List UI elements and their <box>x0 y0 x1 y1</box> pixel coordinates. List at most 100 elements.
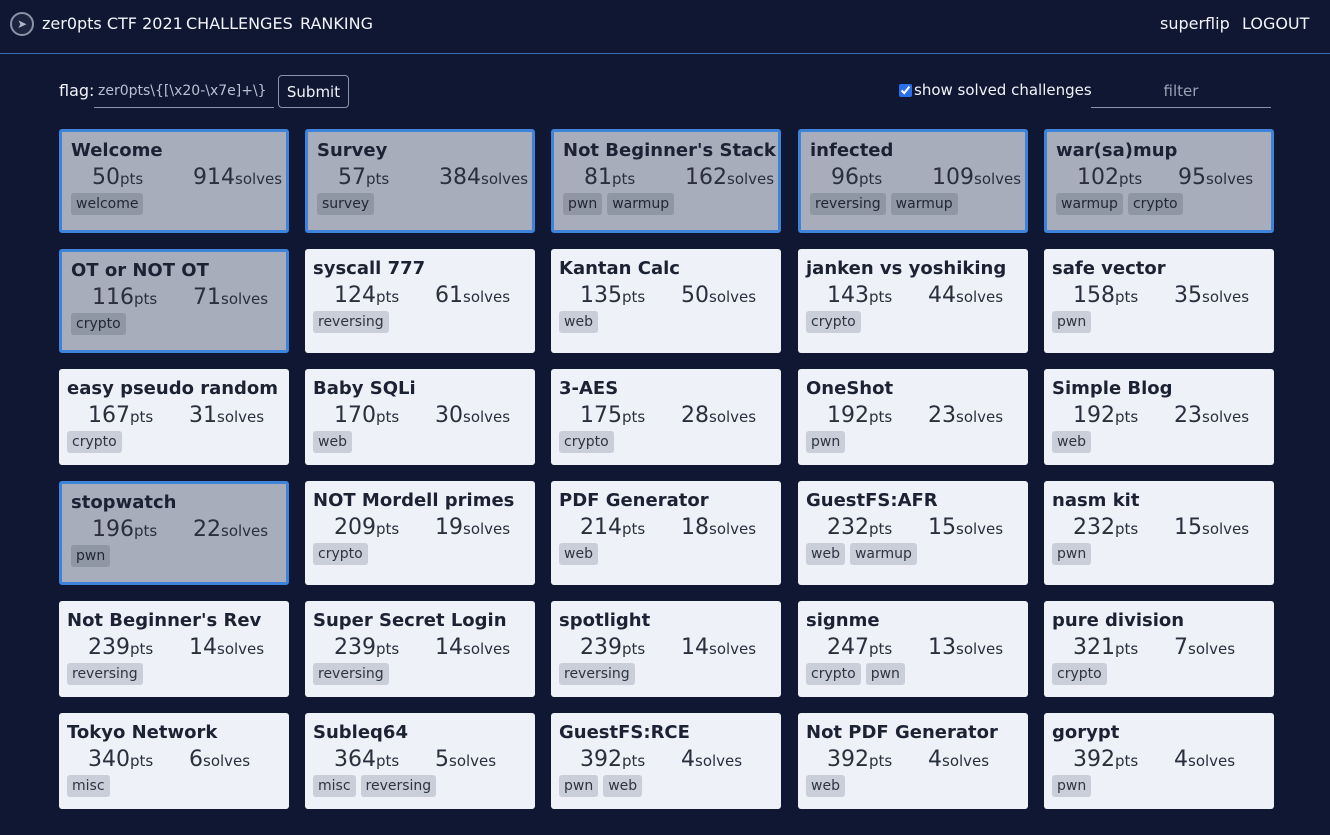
challenge-card[interactable]: GuestFS:RCE 392pts 4solves pwn web <box>551 713 781 809</box>
challenge-points: 196pts <box>92 517 157 542</box>
challenge-title: war(sa)mup <box>1056 140 1178 161</box>
challenge-tag[interactable]: survey <box>317 193 375 215</box>
challenge-card[interactable]: janken vs yoshiking 143pts 44solves crypto <box>798 249 1028 353</box>
challenge-solves: 28solves <box>681 403 756 428</box>
challenge-tags: web <box>313 431 527 457</box>
challenge-tag[interactable]: crypto <box>806 311 861 333</box>
challenge-card[interactable]: Subleq64 364pts 5solves misc reversing <box>305 713 535 809</box>
challenge-tag[interactable]: warmup <box>849 543 917 565</box>
challenge-tag[interactable]: crypto <box>559 431 614 453</box>
challenge-tag[interactable]: misc <box>313 775 356 797</box>
challenge-card[interactable]: syscall 777 124pts 61solves reversing <box>305 249 535 353</box>
challenge-tag[interactable]: pwn <box>563 193 603 215</box>
challenge-tag[interactable]: reversing <box>559 663 635 685</box>
challenge-tag[interactable]: web <box>1052 431 1091 453</box>
challenge-tag[interactable]: web <box>313 431 352 453</box>
challenge-card[interactable]: Kantan Calc 135pts 50solves web <box>551 249 781 353</box>
points-value: 340 <box>88 747 130 772</box>
challenge-card[interactable]: GuestFS:AFR 232pts 15solves web warmup <box>798 481 1028 585</box>
challenge-card[interactable]: nasm kit 232pts 15solves pwn <box>1044 481 1274 585</box>
points-unit: pts <box>1119 170 1143 188</box>
challenge-card[interactable]: NOT Mordell primes 209pts 19solves crypto <box>305 481 535 585</box>
nav-ranking-link[interactable]: RANKING <box>300 14 373 33</box>
user-profile-link[interactable]: superflip <box>1160 14 1230 33</box>
challenge-card[interactable]: safe vector 158pts 35solves pwn <box>1044 249 1274 353</box>
challenge-card[interactable]: war(sa)mup 102pts 95solves warmup crypto <box>1044 129 1274 233</box>
challenge-card[interactable]: Welcome 50pts 914solves welcome <box>59 129 289 233</box>
challenge-card[interactable]: spotlight 239pts 14solves reversing <box>551 601 781 697</box>
challenge-points: 116pts <box>92 285 157 310</box>
points-unit: pts <box>134 522 158 540</box>
site-title-link[interactable]: zer0pts CTF 2021 <box>42 14 183 33</box>
challenge-solves: 14solves <box>681 635 756 660</box>
challenge-tag[interactable]: crypto <box>71 313 126 335</box>
submit-flag-button[interactable]: Submit <box>278 75 349 108</box>
nav-challenges-link[interactable]: CHALLENGES <box>186 14 293 33</box>
challenge-card[interactable]: OneShot 192pts 23solves pwn <box>798 369 1028 465</box>
challenge-tags: reversing <box>313 663 527 689</box>
challenge-tag[interactable]: crypto <box>67 431 122 453</box>
challenge-card[interactable]: gorypt 392pts 4solves pwn <box>1044 713 1274 809</box>
challenge-card[interactable]: easy pseudo random 167pts 31solves crypto <box>59 369 289 465</box>
points-value: 239 <box>88 635 130 660</box>
logout-link[interactable]: LOGOUT <box>1242 14 1310 33</box>
challenge-tag[interactable]: welcome <box>71 193 144 215</box>
challenge-solves: 7solves <box>1174 635 1235 660</box>
challenge-card[interactable]: Baby SQLi 170pts 30solves web <box>305 369 535 465</box>
challenge-tag[interactable]: crypto <box>1127 193 1183 215</box>
challenge-tag[interactable]: web <box>603 775 643 797</box>
challenge-card[interactable]: Survey 57pts 384solves survey <box>305 129 535 233</box>
challenge-card[interactable]: PDF Generator 214pts 18solves web <box>551 481 781 585</box>
challenge-card[interactable]: pure division 321pts 7solves crypto <box>1044 601 1274 697</box>
challenge-tag[interactable]: pwn <box>71 545 111 567</box>
challenge-card[interactable]: OT or NOT OT 116pts 71solves crypto <box>59 249 289 353</box>
challenge-tag[interactable]: crypto <box>806 663 861 685</box>
challenge-tag[interactable]: reversing <box>810 193 886 215</box>
challenge-card[interactable]: signme 247pts 13solves crypto pwn <box>798 601 1028 697</box>
solves-unit: solves <box>463 640 511 658</box>
challenge-tag[interactable]: reversing <box>67 663 143 685</box>
challenge-card[interactable]: stopwatch 196pts 22solves pwn <box>59 481 289 585</box>
challenge-title: Tokyo Network <box>67 722 218 743</box>
challenge-tag[interactable]: pwn <box>1052 775 1092 797</box>
challenge-card[interactable]: Simple Blog 192pts 23solves web <box>1044 369 1274 465</box>
show-solved-toggle[interactable]: show solved challenges <box>899 81 1092 99</box>
challenge-points: 96pts <box>831 165 882 190</box>
challenge-tag[interactable]: web <box>559 543 598 565</box>
challenge-card[interactable]: Super Secret Login 239pts 14solves reversin… <box>305 601 535 697</box>
challenge-tag[interactable]: crypto <box>1052 663 1107 685</box>
solves-unit: solves <box>942 752 990 770</box>
flag-input[interactable] <box>94 75 274 108</box>
challenge-tag[interactable]: web <box>559 311 598 333</box>
points-unit: pts <box>130 640 154 658</box>
challenge-tag[interactable]: warmup <box>607 193 675 215</box>
challenge-tag[interactable]: pwn <box>865 663 905 685</box>
challenge-tag[interactable]: pwn <box>1052 311 1092 333</box>
solves-unit: solves <box>217 408 265 426</box>
challenge-tag[interactable]: crypto <box>313 543 368 565</box>
challenge-tag[interactable]: warmup <box>1056 193 1123 215</box>
points-unit: pts <box>134 290 158 308</box>
challenge-tag[interactable]: web <box>806 775 845 797</box>
challenge-card[interactable]: Not Beginner's Rev 239pts 14solves reversin… <box>59 601 289 697</box>
challenge-card[interactable]: infected 96pts 109solves reversing warmup <box>798 129 1028 233</box>
challenge-stats: 143pts 44solves <box>806 281 1020 311</box>
solves-value: 23 <box>928 403 956 428</box>
show-solved-checkbox[interactable] <box>899 83 912 97</box>
ctf-logo-icon[interactable]: ➤ <box>10 12 34 36</box>
challenge-tag[interactable]: reversing <box>313 663 389 685</box>
filter-input[interactable] <box>1091 75 1271 108</box>
challenge-card[interactable]: Tokyo Network 340pts 6solves misc <box>59 713 289 809</box>
challenge-tag[interactable]: reversing <box>313 311 389 333</box>
challenge-tag[interactable]: pwn <box>1052 543 1092 565</box>
challenge-tag[interactable]: warmup <box>890 193 958 215</box>
challenge-tag[interactable]: reversing <box>360 775 437 797</box>
challenge-card[interactable]: Not Beginner's Stack 81pts 162solves pwn war… <box>551 129 781 233</box>
challenge-tag[interactable]: web <box>806 543 845 565</box>
challenge-solves: 23solves <box>928 403 1003 428</box>
challenge-tag[interactable]: pwn <box>559 775 599 797</box>
challenge-card[interactable]: Not PDF Generator 392pts 4solves web <box>798 713 1028 809</box>
challenge-card[interactable]: 3-AES 175pts 28solves crypto <box>551 369 781 465</box>
challenge-tag[interactable]: pwn <box>806 431 846 453</box>
challenge-tag[interactable]: misc <box>67 775 110 797</box>
